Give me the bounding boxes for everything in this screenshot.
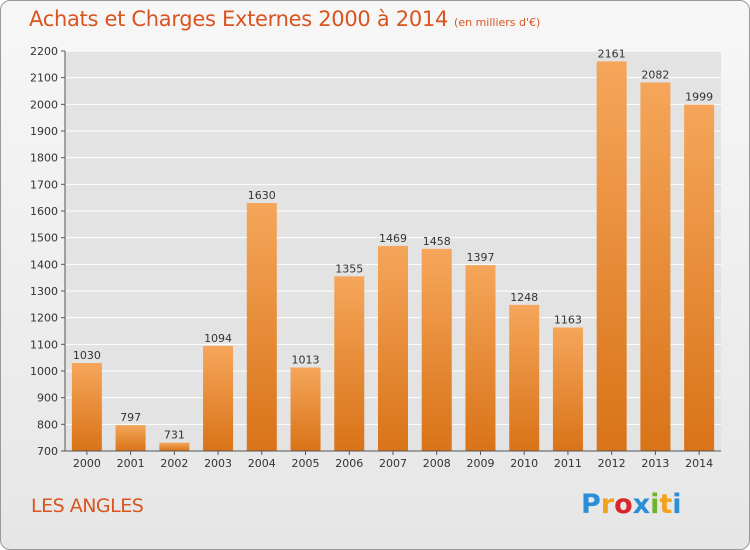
x-tick-label: 2007 [379, 457, 407, 470]
y-tick-label: 1000 [30, 365, 58, 378]
bar-2008 [421, 248, 452, 451]
logo-letter: x [632, 489, 651, 520]
bar-2014 [684, 104, 715, 451]
x-tick-label: 2009 [466, 457, 494, 470]
x-tick-label: 2004 [248, 457, 276, 470]
bar-2001 [115, 425, 146, 451]
logo-letter: o [614, 489, 633, 520]
bar-value-label: 1248 [510, 291, 538, 304]
bar-2012 [596, 61, 627, 452]
proxiti-logo[interactable]: Proxiti [581, 489, 682, 520]
y-tick-label: 2000 [30, 98, 58, 111]
bar-value-label: 1163 [554, 314, 582, 327]
bar-value-label: 1999 [685, 91, 713, 104]
bar-value-label: 1397 [466, 251, 494, 264]
x-tick-label: 2014 [685, 457, 713, 470]
bar-2000 [71, 363, 102, 451]
y-tick-label: 1400 [30, 258, 58, 271]
x-tick-label: 2002 [160, 457, 188, 470]
bar-2003 [203, 345, 234, 451]
y-tick-label: 1200 [30, 312, 58, 325]
x-tick-label: 2001 [117, 457, 145, 470]
y-tick-label: 2200 [30, 45, 58, 58]
bar-value-label: 1030 [73, 349, 101, 362]
bar-2005 [290, 367, 321, 451]
y-tick-label: 700 [37, 445, 58, 458]
x-tick-label: 2011 [554, 457, 582, 470]
logo-letter: r [600, 489, 615, 520]
bars: 1030 797 731 1094 1630 1013 1355 1469 1458 1397 12… [71, 47, 715, 452]
bar-2006 [334, 276, 365, 451]
logo-letter: i [672, 489, 682, 520]
y-tick-label: 1700 [30, 178, 58, 191]
logo-letter: i [650, 489, 660, 520]
logo-letter: P [581, 489, 601, 520]
y-tick-label: 800 [37, 418, 58, 431]
bar-2013 [640, 82, 671, 451]
axes: 700 800 900 1000 1100 1200 1300 1400 1500 1600 170… [30, 45, 721, 470]
x-tick-label: 2013 [641, 457, 669, 470]
bar-2010 [509, 304, 540, 451]
y-tick-label: 1500 [30, 232, 58, 245]
y-tick-label: 1600 [30, 205, 58, 218]
chart-title-block: Achats et Charges Externes 2000 à 2014 (e… [29, 7, 540, 31]
bar-2009 [465, 265, 496, 451]
x-tick-label: 2000 [73, 457, 101, 470]
y-tick-label: 1800 [30, 152, 58, 165]
x-tick-label: 2006 [335, 457, 363, 470]
bar-2002 [159, 442, 190, 451]
bar-value-label: 2161 [598, 47, 626, 60]
chart-subtitle: (en milliers d'€) [454, 16, 541, 29]
location-label: LES ANGLES [31, 495, 144, 517]
bar-value-label: 1013 [292, 354, 320, 367]
logo-letter: t [659, 489, 673, 520]
bar-value-label: 1094 [204, 332, 232, 345]
bar-value-label: 1355 [335, 262, 363, 275]
y-tick-label: 2100 [30, 72, 58, 85]
bar-value-label: 2082 [641, 68, 669, 81]
x-tick-label: 2012 [598, 457, 626, 470]
x-tick-label: 2003 [204, 457, 232, 470]
y-tick-label: 1300 [30, 285, 58, 298]
bar-value-label: 797 [120, 411, 141, 424]
x-tick-label: 2010 [510, 457, 538, 470]
y-tick-label: 1100 [30, 338, 58, 351]
chart-title: Achats et Charges Externes 2000 à 2014 [29, 7, 449, 31]
bar-value-label: 731 [164, 429, 185, 442]
bar-value-label: 1458 [423, 235, 451, 248]
y-tick-label: 900 [37, 392, 58, 405]
bar-2011 [552, 327, 583, 451]
x-tick-label: 2005 [292, 457, 320, 470]
bar-2007 [378, 245, 408, 451]
x-tick-label: 2008 [423, 457, 451, 470]
y-tick-label: 1900 [30, 125, 58, 138]
bar-value-label: 1630 [248, 189, 276, 202]
bar-2004 [246, 203, 277, 451]
bar-value-label: 1469 [379, 232, 407, 245]
